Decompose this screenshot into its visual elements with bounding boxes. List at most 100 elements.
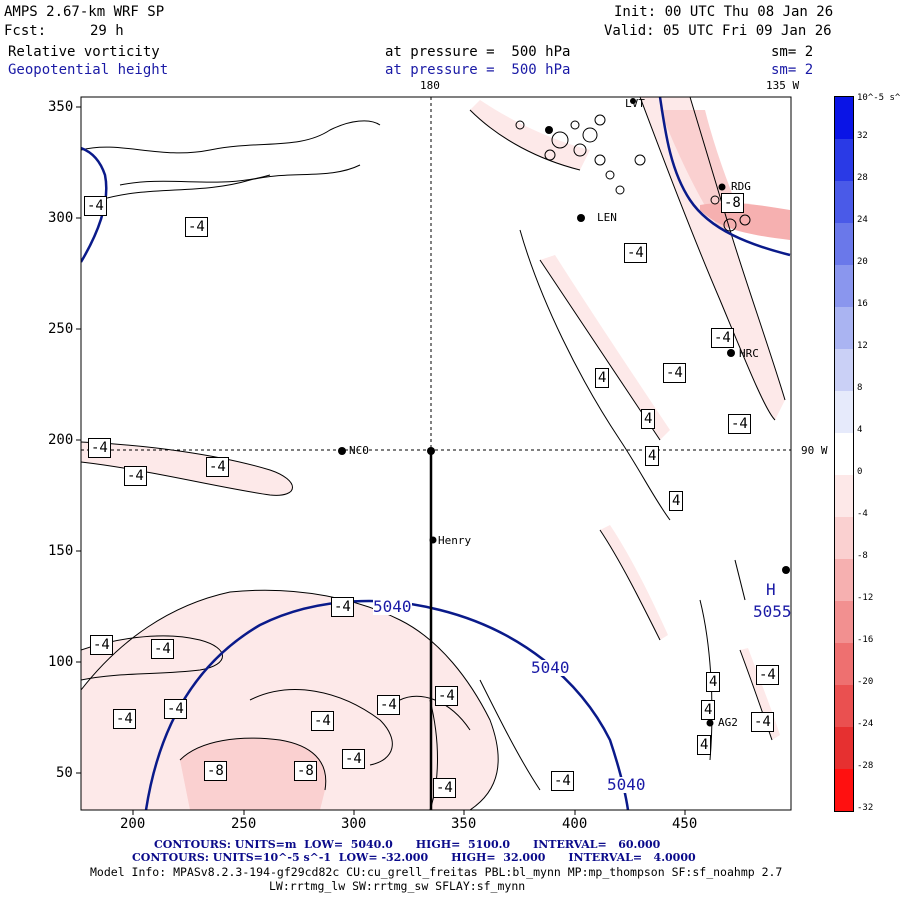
colorbar-segment	[835, 559, 853, 601]
init-time: Init: 00 UTC Thu 08 Jan 26	[614, 4, 834, 20]
vorticity-small-features	[515, 114, 751, 232]
vorticity-label: -4	[751, 712, 774, 732]
height-label: 5040	[373, 597, 412, 616]
station-hrc: HRC	[739, 347, 759, 360]
vorticity-label: -4	[113, 709, 136, 729]
colorbar-segment	[835, 307, 853, 349]
model-info: Model Info: MPASv8.2.3-194-gf29cd82c CU:…	[90, 865, 783, 879]
field1-smoothing: sm= 2	[771, 44, 814, 60]
x-tick: 250	[231, 816, 257, 832]
colorbar-segment	[835, 685, 853, 727]
height-label: 5040	[531, 658, 570, 677]
vorticity-label: -4	[756, 665, 779, 685]
vorticity-label: 4	[645, 446, 660, 466]
vorticity-label: -4	[124, 466, 147, 486]
colorbar-segment	[835, 517, 853, 559]
colorbar-tick-label: -8	[857, 551, 868, 561]
lon-label-180: 180	[420, 79, 440, 92]
forecast-hour: 29 h	[90, 23, 124, 39]
vorticity-label: 4	[595, 368, 610, 388]
colorbar-tick-label: -28	[857, 761, 874, 771]
colorbar-segment	[835, 601, 853, 643]
plot-frame	[80, 96, 792, 811]
y-tick: 150	[48, 543, 74, 559]
station-nco: NCO	[349, 444, 369, 457]
vorticity-label: -4	[90, 635, 113, 655]
vorticity-label: -4	[711, 328, 734, 348]
y-tick: 250	[48, 321, 74, 337]
field1-name: Relative vorticity	[8, 44, 160, 60]
height-contour-info: CONTOURS: UNITS=m LOW= 5040.0 HIGH= 5100…	[154, 838, 661, 851]
vorticity-label: -4	[377, 695, 400, 715]
vorticity-label: -4	[551, 771, 574, 791]
vorticity-label: 4	[669, 491, 684, 511]
vorticity-label: 4	[701, 700, 716, 720]
physics-info: LW:rrtmg_lw SW:rrtmg_sw SFLAY:sf_mynn	[269, 879, 526, 893]
vorticity-label: -4	[663, 363, 686, 383]
y-tick: 350	[48, 99, 74, 115]
vorticity-label: 4	[641, 409, 656, 429]
colorbar-segment	[835, 769, 853, 811]
forecast-label: Fcst:	[4, 23, 47, 39]
vorticity-label: -4	[311, 711, 334, 731]
lon-label-90w: 90 W	[801, 444, 828, 457]
colorbar-tick-label: 28	[857, 173, 868, 183]
high-pressure-label: H	[766, 580, 776, 599]
x-tick: 350	[451, 816, 477, 832]
colorbar-segment	[835, 139, 853, 181]
height-label: 5040	[607, 775, 646, 794]
field2-name: Geopotential height	[8, 62, 169, 78]
colorbar-tick-label: -24	[857, 719, 874, 729]
colorbar-tick-label: -12	[857, 593, 874, 603]
colorbar-tick-label: -4	[857, 509, 868, 519]
colorbar-segment	[835, 391, 853, 433]
vorticity-label: -4	[728, 414, 751, 434]
vorticity-contour-info: CONTOURS: UNITS=10^-5 s^-1 LOW= -32.000 …	[132, 851, 696, 864]
colorbar-tick-label: 4	[857, 425, 863, 435]
vorticity-label: 4	[697, 735, 712, 755]
vorticity-label: -4	[84, 196, 107, 216]
colorbar-segment	[835, 349, 853, 391]
colorbar-tick-label: 24	[857, 215, 868, 225]
colorbar-segment	[835, 475, 853, 517]
vorticity-label: -8	[204, 761, 227, 781]
colorbar	[834, 96, 854, 812]
station-lvt: LVT	[625, 97, 645, 110]
y-tick: 300	[48, 210, 74, 226]
colorbar-segment	[835, 727, 853, 769]
colorbar-segment	[835, 181, 853, 223]
y-tick: 100	[48, 654, 74, 670]
colorbar-tick-label: -20	[857, 677, 874, 687]
station-markers	[338, 98, 790, 727]
colorbar-tick-label: 12	[857, 341, 868, 351]
colorbar-tick-label: -32	[857, 803, 874, 813]
lon-label-135w: 135 W	[766, 79, 800, 92]
colorbar-segment	[835, 97, 853, 139]
station-rdg: RDG	[731, 180, 751, 193]
y-tick: 50	[56, 765, 73, 781]
high-pressure-value: 5055	[753, 602, 792, 621]
colorbar-segment	[835, 223, 853, 265]
field1-level: at pressure = 500 hPa	[385, 44, 571, 60]
colorbar-segment	[835, 643, 853, 685]
vorticity-label: -4	[435, 686, 458, 706]
x-tick: 400	[562, 816, 588, 832]
colorbar-tick-label: 32	[857, 131, 868, 141]
height-contours	[81, 97, 791, 810]
colorbar-tick-label: 0	[857, 467, 863, 477]
vorticity-label: -4	[433, 778, 456, 798]
vorticity-label: -4	[331, 597, 354, 617]
vorticity-label: -4	[624, 243, 647, 263]
y-tick: 200	[48, 432, 74, 448]
field2-smoothing: sm= 2	[771, 62, 814, 78]
colorbar-segment	[835, 265, 853, 307]
vorticity-label: -4	[88, 438, 111, 458]
vorticity-label: -8	[721, 193, 744, 213]
station-ag2: AG2	[718, 716, 738, 729]
colorbar-tick-label: 8	[857, 383, 863, 393]
station-henry: Henry	[438, 534, 472, 547]
colorbar-tick-label: 16	[857, 299, 868, 309]
colorbar-tick-label: -16	[857, 635, 874, 645]
model-title: AMPS 2.67-km WRF SP	[4, 4, 165, 20]
